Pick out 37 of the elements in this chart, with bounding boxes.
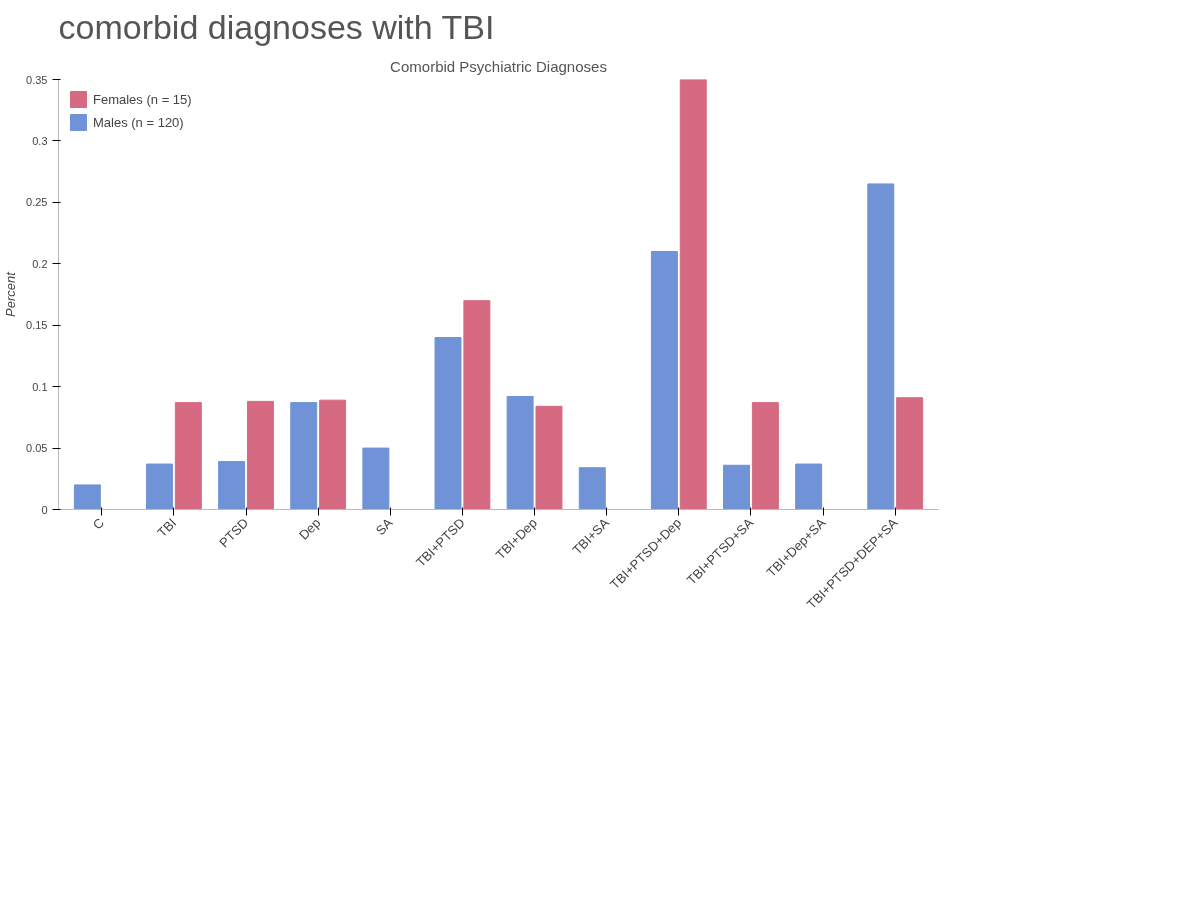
x-tick-label: SA — [372, 514, 396, 539]
bar — [751, 402, 779, 510]
bar — [650, 251, 678, 510]
bar — [319, 399, 347, 510]
bar — [535, 405, 563, 510]
bar — [463, 300, 491, 510]
bar — [246, 400, 274, 510]
legend-label: Females (n = 15) — [93, 91, 192, 107]
y-axis-title: Percent — [3, 270, 19, 317]
y-tick-label: 0.15 — [26, 319, 48, 332]
chart-subtitle: Comorbid Psychiatric Diagnoses — [390, 57, 607, 75]
y-tick-label: 0.05 — [26, 442, 48, 455]
y-tick-label: 0.35 — [26, 73, 48, 86]
bar — [73, 484, 101, 510]
y-tick-label: 0.25 — [26, 196, 48, 209]
bar — [795, 463, 823, 510]
bar — [867, 183, 895, 510]
bar — [896, 397, 924, 510]
y-tick-label: 0.1 — [32, 380, 48, 393]
x-tick-label: Dep — [296, 515, 324, 543]
y-tick-label: 0.2 — [32, 257, 48, 270]
bar — [290, 402, 318, 510]
bar — [679, 79, 707, 510]
chart-title: comorbid diagnoses with TBI — [58, 7, 495, 46]
bar — [723, 464, 751, 510]
bar — [578, 467, 606, 510]
bar — [434, 337, 462, 510]
bar — [174, 402, 202, 510]
x-tick-label: C — [89, 515, 108, 533]
y-tick-label: 0 — [41, 503, 48, 516]
legend-label: Males (n = 120) — [93, 114, 184, 130]
bar — [362, 447, 390, 510]
bar — [146, 463, 173, 510]
y-tick-label: 0.3 — [32, 134, 48, 147]
x-tick-label: TBI — [154, 515, 180, 541]
bar — [218, 461, 246, 510]
bar — [506, 395, 534, 510]
